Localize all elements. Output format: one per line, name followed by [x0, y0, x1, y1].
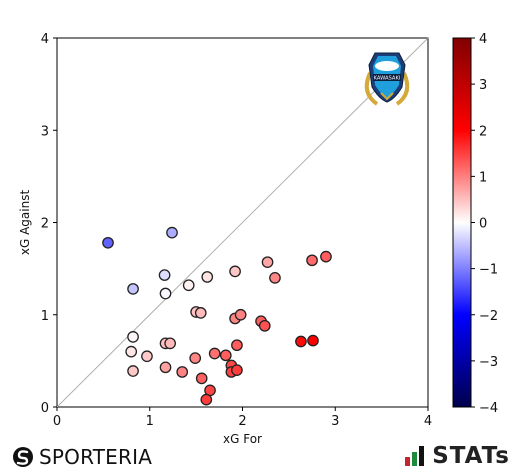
data-point	[258, 319, 271, 332]
y-tick-label: 4	[41, 32, 49, 47]
colorbar-tick-label: 3	[479, 78, 487, 93]
data-point	[320, 250, 332, 263]
data-point	[176, 366, 189, 378]
x-tick-label: 4	[424, 414, 432, 429]
data-point	[164, 337, 177, 350]
data-point	[102, 236, 114, 249]
data-point	[127, 365, 139, 377]
data-point	[159, 287, 172, 300]
data-point	[231, 339, 243, 352]
crest-text: KAWASAKI	[374, 76, 401, 82]
data-point	[166, 226, 178, 239]
data-points	[102, 226, 332, 406]
data-point	[127, 283, 139, 295]
data-point	[306, 254, 318, 267]
data-point	[208, 347, 221, 360]
data-point	[189, 352, 202, 364]
data-point	[194, 307, 207, 319]
y-axis-ticks: 0 1 2 3 4	[41, 32, 57, 416]
data-point	[125, 345, 138, 358]
diagonal-reference-line	[56, 37, 429, 408]
stats-brand: STATs	[404, 442, 510, 470]
data-point	[219, 349, 232, 362]
y-tick-label: 0	[41, 401, 49, 416]
colorbar-ticks: 4 3 2 1 0 −1 −2 −3 −4	[471, 32, 498, 416]
data-point	[295, 335, 307, 348]
colorbar-tick-label: −1	[479, 263, 498, 278]
colorbar	[452, 37, 472, 408]
colorbar-tick-label: 2	[479, 124, 487, 139]
colorbar-tick-label: 0	[479, 217, 487, 232]
data-point	[159, 361, 172, 374]
colorbar-tick-label: −3	[479, 355, 498, 370]
y-tick-label: 1	[41, 309, 49, 324]
colorbar-tick-label: −2	[479, 309, 498, 324]
x-axis-ticks: 0 1 2 3 4	[53, 407, 432, 429]
data-point	[201, 271, 214, 283]
x-axis-title: xG For	[223, 432, 262, 446]
sporteria-s-icon	[13, 447, 33, 467]
team-crest-icon: KAWASAKI	[364, 52, 410, 106]
data-point	[307, 334, 319, 347]
data-point	[261, 256, 274, 269]
colorbar-tick-label: 1	[479, 170, 487, 185]
data-point	[234, 308, 247, 321]
data-point	[229, 265, 241, 278]
data-point	[158, 269, 171, 281]
sporteria-brand: SPORTERIA	[12, 444, 152, 470]
x-tick-label: 2	[238, 414, 246, 429]
stats-text: STATs	[432, 443, 510, 469]
y-axis-title: xG Against	[18, 190, 32, 256]
data-point	[127, 331, 139, 343]
data-point	[200, 393, 213, 406]
colorbar-tick-label: 4	[479, 32, 487, 47]
data-point	[195, 372, 208, 385]
x-tick-label: 1	[146, 414, 154, 429]
data-point	[141, 350, 153, 363]
data-point	[231, 364, 243, 376]
sporteria-text: SPORTERIA	[39, 445, 153, 469]
y-tick-label: 3	[41, 124, 49, 139]
x-tick-label: 3	[331, 414, 339, 429]
x-tick-label: 0	[53, 414, 61, 429]
data-point	[182, 279, 195, 292]
y-tick-label: 2	[41, 217, 49, 232]
data-point	[269, 271, 281, 284]
colorbar-tick-label: −4	[479, 401, 498, 416]
stats-bars-icon	[405, 446, 425, 466]
